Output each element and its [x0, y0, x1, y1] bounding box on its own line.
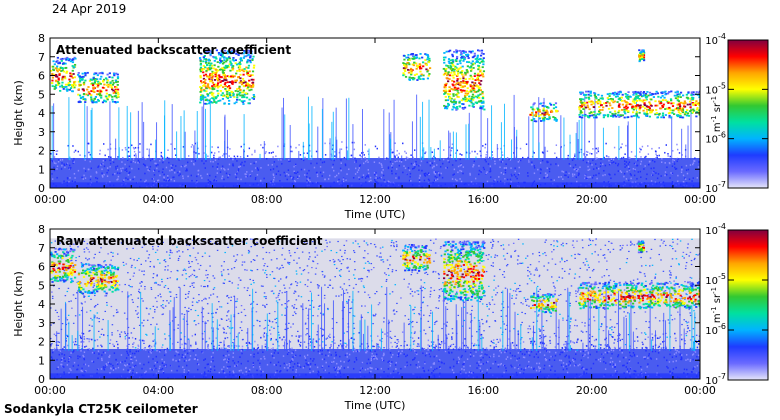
y-tick-label: 5 [38, 279, 45, 292]
colorbar-unit-label: m-1 sr-1 [710, 287, 723, 323]
y-tick-label: 6 [38, 70, 45, 83]
x-tick-label: 08:00 [251, 384, 283, 397]
y-tick-label: 1 [38, 354, 45, 367]
colorbar-tick-label: 10-5 [705, 272, 726, 287]
x-tick-label: 08:00 [251, 193, 283, 206]
heatmap-area [50, 49, 700, 188]
y-tick-label: 2 [38, 145, 45, 158]
y-tick-label: 0 [38, 373, 45, 386]
cloud-layer [402, 53, 432, 81]
panel-title: Attenuated backscatter coefficient [56, 43, 291, 57]
x-tick-label: 00:00 [684, 193, 716, 206]
x-tick-label: 00:00 [34, 193, 66, 206]
y-tick-label: 8 [38, 32, 45, 45]
x-tick-label: 12:00 [359, 193, 391, 206]
cloud-layer [637, 240, 646, 254]
x-axis-label: Time (UTC) [344, 399, 406, 412]
y-tick-label: 3 [38, 126, 45, 139]
x-tick-label: 00:00 [34, 384, 66, 397]
y-axis-label: Height (km) [12, 80, 25, 146]
y-tick-label: 2 [38, 336, 45, 349]
colorbar-tick-label: 10-6 [705, 322, 726, 337]
colorbar-unit-label: m-1 sr-1 [710, 96, 723, 132]
y-axis-label: Height (km) [12, 271, 25, 337]
x-tick-label: 00:00 [684, 384, 716, 397]
colorbar-tick-label: 10-7 [705, 180, 726, 195]
panel-title: Raw attenuated backscatter coefficient [56, 234, 323, 248]
x-tick-label: 16:00 [467, 384, 499, 397]
cloud-layer [638, 49, 646, 63]
y-tick-label: 8 [38, 223, 45, 236]
cloud-layer [578, 281, 700, 310]
footer-instrument-label: Sodankyla CT25K ceilometer [4, 402, 198, 416]
y-tick-label: 4 [38, 298, 45, 311]
y-tick-label: 4 [38, 107, 45, 120]
colorbar-tick-label: 10-5 [705, 81, 726, 96]
cloud-layer [529, 292, 558, 314]
cloud-layer [529, 102, 559, 123]
colorbar [727, 39, 769, 189]
y-tick-label: 1 [38, 163, 45, 176]
colorbar-tick-label: 10-4 [705, 32, 726, 47]
cloud-layer [442, 240, 486, 302]
cloud-layer [402, 244, 432, 272]
y-tick-label: 7 [38, 51, 45, 64]
x-tick-label: 16:00 [467, 193, 499, 206]
cloud-layer [50, 247, 77, 284]
date-label: 24 Apr 2019 [52, 2, 127, 16]
x-tick-label: 20:00 [576, 193, 608, 206]
x-tick-label: 04:00 [142, 384, 174, 397]
cloud-layer [77, 263, 120, 295]
heatmap-area [50, 238, 700, 379]
panel-raw-attenuated-backscatter: Raw attenuated backscatter coefficient00… [12, 222, 769, 412]
y-tick-label: 0 [38, 182, 45, 195]
x-tick-label: 12:00 [359, 384, 391, 397]
x-axis-label: Time (UTC) [344, 208, 406, 221]
y-tick-label: 3 [38, 317, 45, 330]
cloud-layer [50, 56, 77, 93]
x-tick-label: 20:00 [576, 384, 608, 397]
colorbar [727, 229, 769, 381]
cloud-layer [442, 49, 486, 111]
y-tick-label: 5 [38, 88, 45, 101]
cloud-layer [77, 71, 120, 104]
colorbar-tick-label: 10-4 [705, 222, 726, 237]
y-tick-label: 6 [38, 261, 45, 274]
cloud-layer [578, 90, 700, 119]
y-tick-label: 7 [38, 242, 45, 255]
cloud-layer [198, 49, 256, 105]
x-tick-label: 04:00 [142, 193, 174, 206]
colorbar-tick-label: 10-7 [705, 372, 726, 387]
